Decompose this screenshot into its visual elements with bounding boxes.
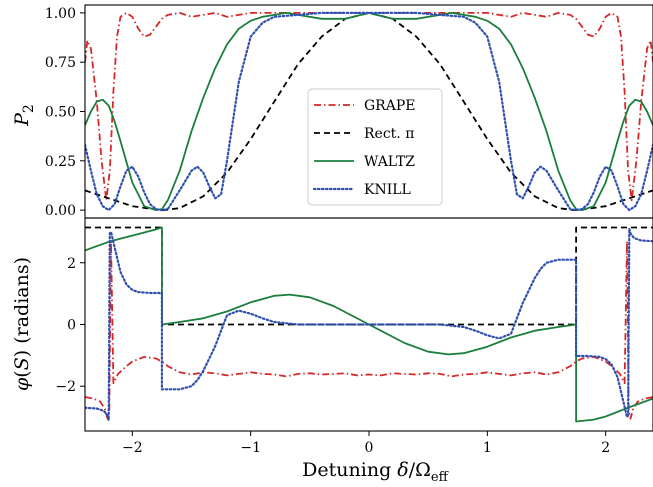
y-tick-label: 0	[67, 318, 76, 334]
series-line-knill	[85, 11, 653, 212]
x-axis-label: Detuning δ/Ωeff	[302, 459, 449, 485]
bottom-panel: −2 0 2 −2 −1 0 1 2 φ(S) (radians) Detuning δ/Ω…	[11, 217, 653, 485]
legend-label: KNILL	[364, 182, 411, 198]
y-tick-label: 0.25	[45, 154, 76, 170]
x-tick-label: 0	[365, 440, 374, 456]
series-line-rect	[85, 226, 653, 326]
bottom-series-lines	[85, 226, 653, 423]
series-line-knill	[85, 227, 653, 422]
y-tick-label: −2	[55, 379, 76, 395]
y-tick-label: 0.75	[45, 55, 76, 71]
x-ticks: −2 −1 0 1 2	[122, 431, 610, 456]
bottom-y-ticks: −2 0 2	[55, 256, 85, 395]
legend-label: WALTZ	[364, 154, 415, 170]
x-tick-label: 2	[601, 440, 610, 456]
legend: GRAPE Rect. π WALTZ KNILL	[307, 88, 443, 206]
legend-label: GRAPE	[364, 98, 415, 114]
series-line-grape	[85, 240, 653, 420]
bottom-y-axis-label: φ(S) (radians)	[11, 257, 33, 391]
y-tick-label: 2	[67, 256, 76, 272]
x-tick-label: 1	[483, 440, 492, 456]
top-y-ticks: 0.00 0.25 0.50 0.75 1.00	[45, 6, 85, 219]
legend-label: Rect. π	[364, 126, 414, 142]
x-tick-label: −1	[240, 440, 261, 456]
legend-box	[307, 88, 443, 206]
x-tick-label: −2	[122, 440, 143, 456]
series-line-waltz	[85, 226, 653, 423]
top-y-axis-label-subscript: 2	[21, 104, 37, 113]
y-tick-label: 0.50	[45, 105, 76, 121]
y-tick-label: 0.00	[45, 203, 76, 219]
top-y-axis-label: P2	[11, 104, 37, 127]
top-panel: 0.00 0.25 0.50 0.75 1.00 P2 GRAPE Rect. π WALT…	[11, 4, 653, 219]
y-tick-label: 1.00	[45, 6, 76, 22]
top-series-lines	[85, 11, 653, 212]
